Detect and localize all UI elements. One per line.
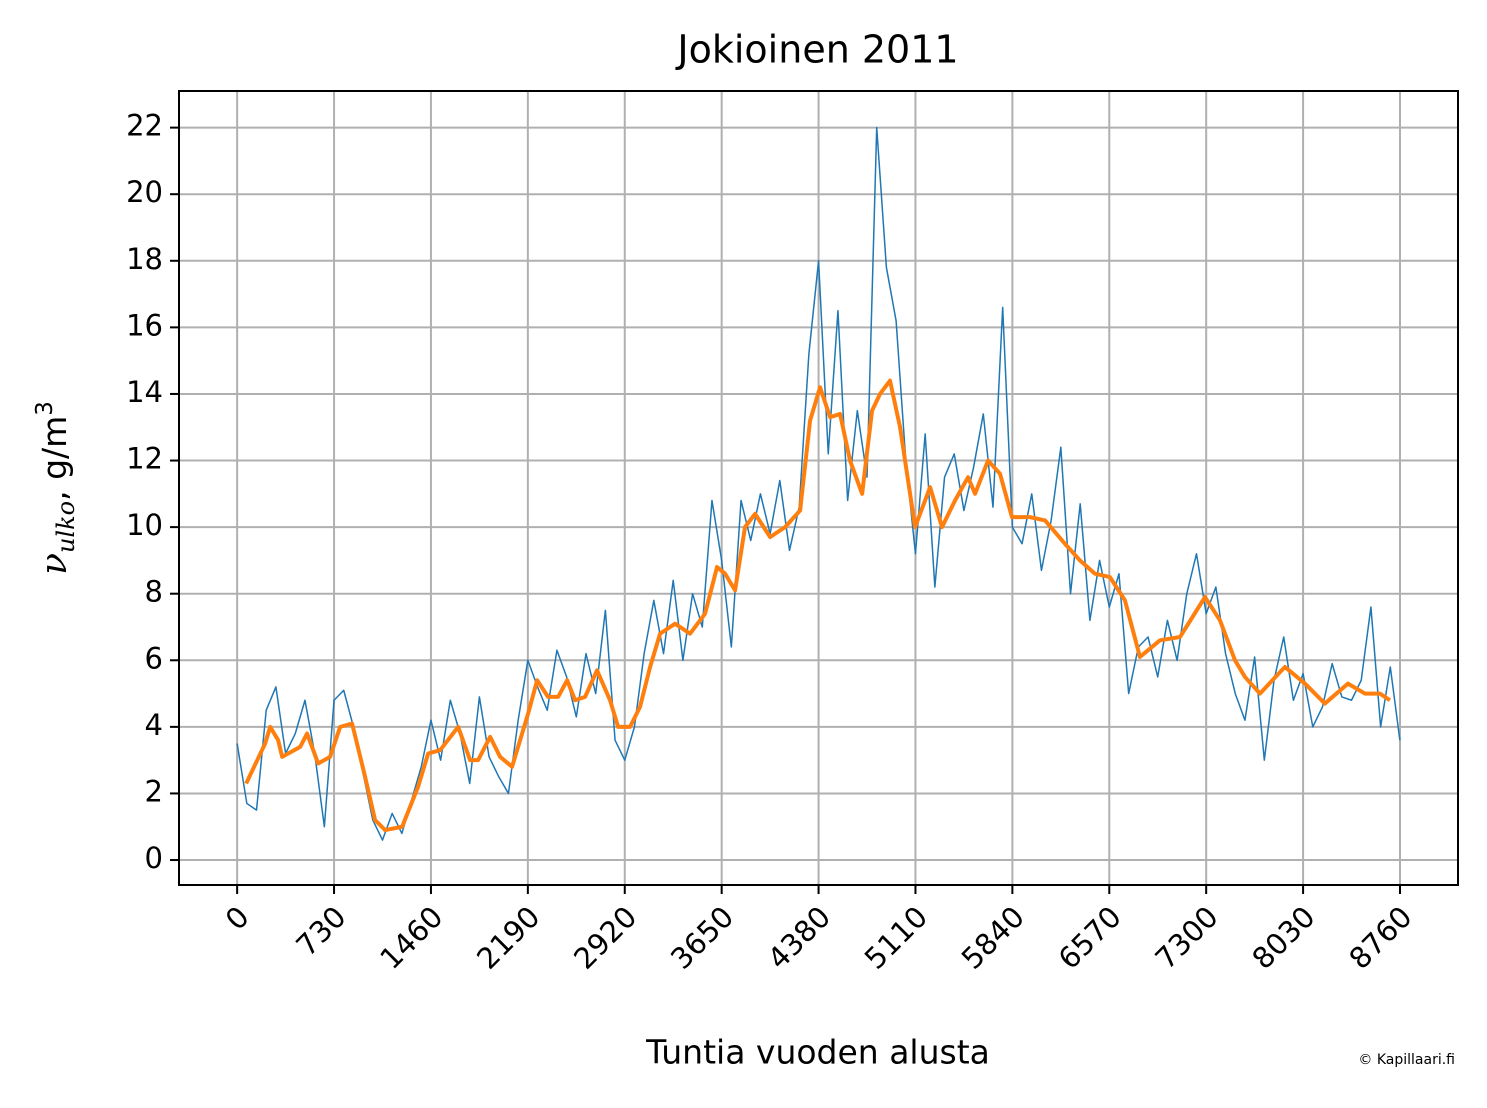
y-tick-label: 0 — [145, 841, 163, 875]
y-tick-label: 18 — [126, 242, 163, 276]
y-axis-label: νulko, g/m3 — [32, 401, 80, 575]
data-line — [236, 126, 1401, 841]
y-label-subscript: ulko — [52, 501, 80, 553]
x-axis-label: Tuntia vuoden alusta — [645, 1033, 990, 1072]
y-tick-label: 20 — [126, 175, 163, 209]
y-tick-label: 16 — [126, 308, 163, 342]
y-label-unit: , g/m — [35, 416, 74, 501]
y-tick-label: 8 — [145, 575, 163, 609]
y-tick-label: 22 — [126, 109, 163, 143]
y-tick-label: 14 — [126, 375, 163, 409]
chart-title: Jokioinen 2011 — [675, 28, 958, 72]
plot-frame — [178, 90, 1459, 886]
y-label-symbol: ν — [34, 553, 75, 575]
credit: © Kapillaari.fi — [1358, 1052, 1455, 1068]
y-tick-label: 10 — [126, 508, 163, 542]
y-tick-label: 12 — [126, 442, 163, 476]
y-label-exponent: 3 — [32, 401, 58, 416]
data-line — [244, 378, 1392, 833]
y-tick-label: 6 — [145, 641, 163, 675]
y-tick-label: 4 — [145, 708, 163, 742]
y-tick-label: 2 — [145, 774, 163, 808]
